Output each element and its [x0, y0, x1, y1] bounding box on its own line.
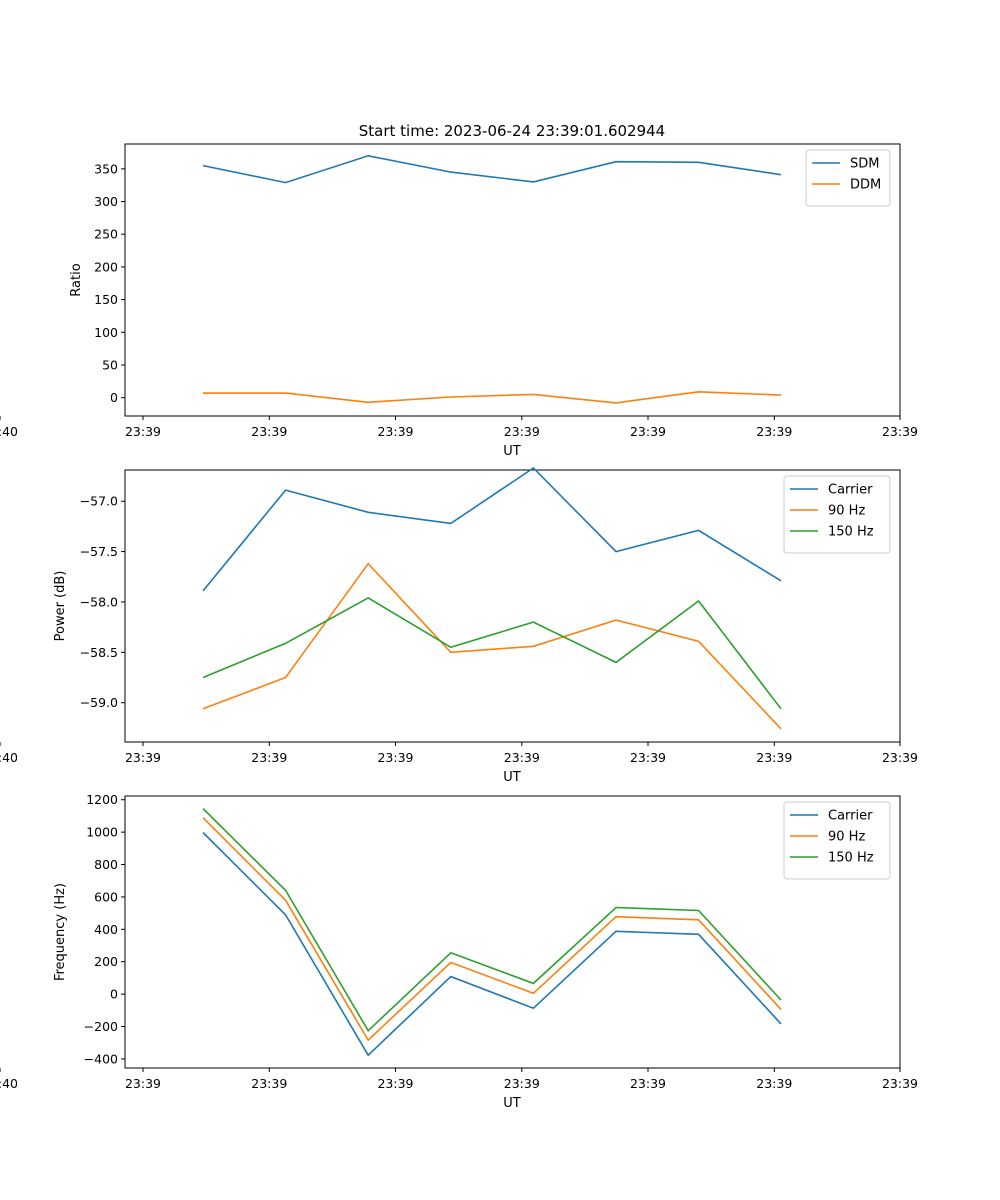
x-tick-label: 23:39 — [882, 750, 918, 765]
y-tick-label: 200 — [94, 954, 118, 969]
x-tick-label: 23:39 — [630, 750, 666, 765]
y-tick-label: 400 — [94, 922, 118, 937]
series-line-150-hz — [202, 808, 782, 1032]
legend-box — [805, 149, 891, 207]
panel-2: −57.0 −57.5 −58.0 −58.5 −59.0 23:39 23:39 23:39… — [0, 466, 918, 785]
panel-3: −400 −200 0 200 400 600 800 1000 1200 23:39 23:39 2… — [0, 792, 918, 1111]
y-axis-label: Power (dB) — [53, 571, 68, 642]
x-tick-label: 23:40 — [0, 750, 18, 765]
x-tick-label: 23:39 — [251, 1076, 287, 1091]
series-line-150-hz — [202, 596, 782, 710]
series-line-90-hz — [202, 817, 782, 1042]
y-tick-label: −400 — [84, 1051, 118, 1066]
x-tick-label: 23:39 — [125, 424, 161, 439]
y-tick-label: 250 — [94, 227, 118, 242]
y-axis-label: Frequency (Hz) — [53, 883, 68, 981]
x-tick-label: 23:39 — [756, 1076, 792, 1091]
y-tick-label: 200 — [94, 259, 118, 274]
legend-label: 150 Hz — [828, 851, 874, 866]
x-tick-label: 23:39 — [251, 750, 287, 765]
plot-frame — [124, 469, 901, 743]
x-axis-label: UT — [503, 444, 521, 459]
series-line-carrier — [202, 466, 782, 592]
legend-label: 90 Hz — [828, 504, 865, 519]
legend-box — [783, 801, 891, 880]
legend-label: Carrier — [828, 483, 873, 498]
y-tick-label: −57.0 — [80, 494, 118, 509]
x-tick-label: 23:40 — [0, 1076, 18, 1091]
x-tick-label: 23:39 — [882, 1076, 918, 1091]
x-tick-label: 23:39 — [630, 424, 666, 439]
x-tick-label: 23:39 — [504, 424, 540, 439]
y-tick-label: −200 — [84, 1019, 118, 1034]
plot-frame — [124, 795, 901, 1069]
x-tick-label: 23:39 — [630, 1076, 666, 1091]
panels: 0 50 100 150 200 250 300 350 23:39 23:39 23:39 23:3… — [0, 143, 918, 1111]
x-tick-label: 23:40 — [0, 424, 18, 439]
y-tick-label: −58.0 — [80, 594, 118, 609]
legend-label: Carrier — [828, 809, 873, 824]
x-tick-label: 23:39 — [504, 750, 540, 765]
y-tick-label: 0 — [110, 987, 118, 1002]
y-tick-label: −58.5 — [80, 645, 118, 660]
panel-1: 0 50 100 150 200 250 300 350 23:39 23:39 23:39 23:3… — [0, 143, 918, 459]
y-tick-label: 1200 — [86, 792, 118, 807]
x-tick-label: 23:39 — [125, 1076, 161, 1091]
x-tick-label: 23:39 — [377, 424, 413, 439]
series-line-carrier — [202, 831, 782, 1057]
x-axis-label: UT — [503, 770, 521, 785]
x-tick-label: 23:39 — [377, 1076, 413, 1091]
x-tick-label: 23:39 — [756, 424, 792, 439]
series-line-ddm — [203, 390, 782, 404]
legend-box — [783, 475, 891, 554]
series-line-90-hz — [202, 562, 782, 730]
x-axis-label: UT — [503, 1096, 521, 1111]
figure-title: Start time: 2023-06-24 23:39:01.602944 — [359, 122, 665, 140]
y-tick-label: 0 — [110, 390, 118, 405]
y-tick-label: 600 — [94, 889, 118, 904]
x-tick-label: 23:39 — [377, 750, 413, 765]
y-tick-label: −57.5 — [80, 544, 118, 559]
x-tick-label: 23:39 — [504, 1076, 540, 1091]
plot-frame — [124, 143, 901, 417]
x-tick-label: 23:39 — [251, 424, 287, 439]
y-tick-label: 1000 — [86, 825, 118, 840]
y-tick-label: 100 — [94, 325, 118, 340]
y-axis-label: Ratio — [69, 263, 84, 296]
y-tick-label: −59.0 — [80, 695, 118, 710]
y-tick-label: 150 — [94, 292, 118, 307]
y-tick-label: 350 — [94, 161, 118, 176]
legend-label: 150 Hz — [828, 525, 874, 540]
legend-label: 90 Hz — [828, 830, 865, 845]
x-tick-label: 23:39 — [882, 424, 918, 439]
x-tick-label: 23:39 — [756, 750, 792, 765]
y-tick-label: 50 — [102, 358, 118, 373]
legend-label: DDM — [850, 178, 881, 193]
y-tick-label: 800 — [94, 857, 118, 872]
legend-label: SDM — [850, 157, 879, 172]
x-tick-label: 23:39 — [125, 750, 161, 765]
y-tick-label: 300 — [94, 194, 118, 209]
series-line-sdm — [202, 154, 782, 184]
